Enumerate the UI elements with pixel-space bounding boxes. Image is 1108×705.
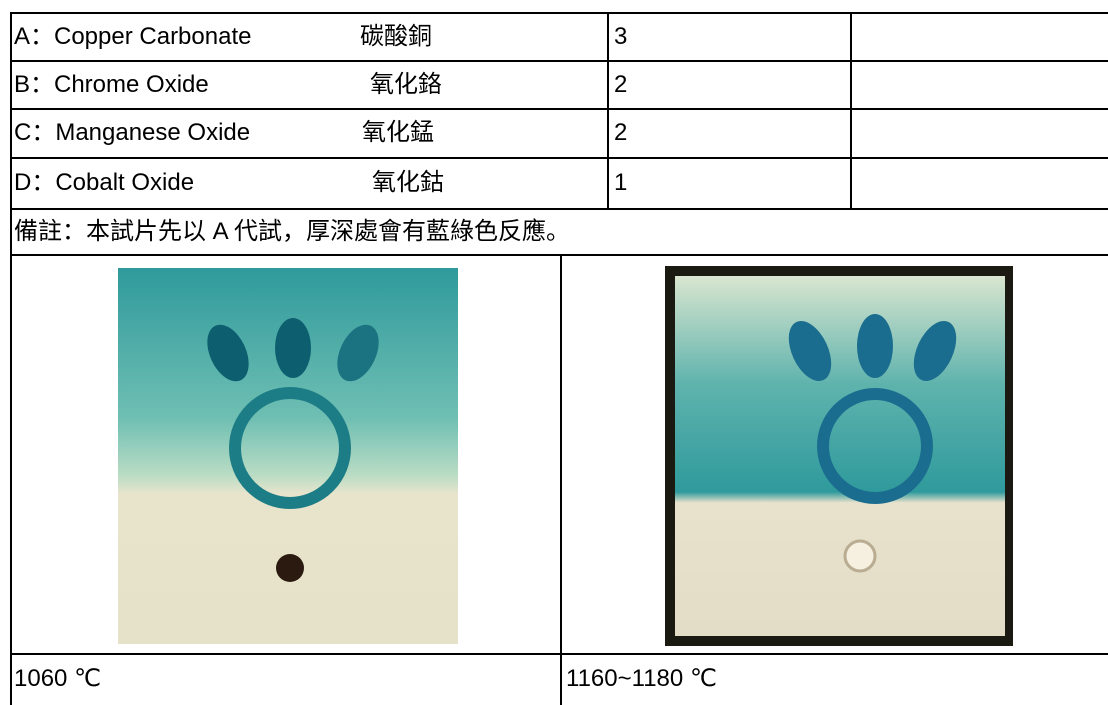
glaze-amount: 3 [614, 23, 628, 50]
rule [10, 208, 1108, 210]
rule [10, 254, 1108, 256]
rule [10, 653, 1108, 655]
rule [10, 108, 1108, 110]
glaze-name: B：Chrome Oxide [14, 71, 209, 98]
glaze-chinese: 氧化鈷 [372, 169, 444, 196]
rule [10, 60, 1108, 62]
note: 備註：本試片先以 A 代試，厚深處會有藍綠色反應。 [14, 218, 571, 245]
glaze-name: A：Copper Carbonate [14, 23, 252, 50]
caption: 1160~1180 ℃ [566, 665, 717, 692]
glaze-chinese: 氧化鉻 [370, 71, 442, 98]
rule [850, 12, 852, 208]
glaze-chinese: 氧化錳 [362, 119, 434, 146]
glaze-amount: 2 [614, 119, 628, 146]
glaze-chinese: 碳酸銅 [360, 23, 432, 50]
glaze-name: D：Cobalt Oxide [14, 169, 195, 196]
caption: 1060 ℃ [14, 665, 102, 692]
tile-photo [665, 266, 1013, 646]
rule [10, 157, 1108, 159]
glaze-amount: 1 [614, 169, 628, 196]
glaze-name: C：Manganese Oxide [14, 119, 251, 146]
rule [10, 12, 12, 705]
rule [560, 254, 562, 705]
rule [10, 12, 1108, 14]
tile-photo [118, 268, 458, 644]
rule [607, 12, 609, 208]
glaze-amount: 2 [614, 71, 628, 98]
